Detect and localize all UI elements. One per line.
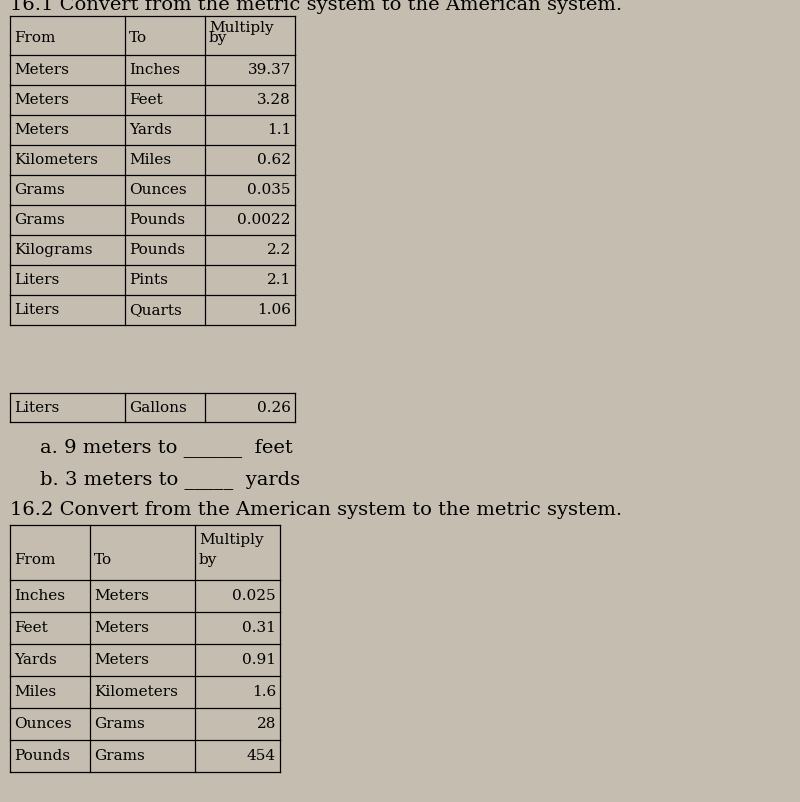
Text: Multiply: Multiply [199,533,264,547]
Text: Liters: Liters [14,303,59,317]
Text: 3.28: 3.28 [258,93,291,107]
Text: Ounces: Ounces [129,183,186,197]
Text: 1.1: 1.1 [266,123,291,137]
Text: Inches: Inches [14,589,65,603]
Text: Pounds: Pounds [129,243,185,257]
Text: Meters: Meters [94,621,149,635]
Text: 2.1: 2.1 [266,273,291,287]
Text: Kilometers: Kilometers [94,685,178,699]
Text: by: by [209,31,227,45]
Text: Kilometers: Kilometers [14,153,98,167]
Text: 28: 28 [257,717,276,731]
Text: b. 3 meters to _____  yards: b. 3 meters to _____ yards [40,471,300,489]
Text: Multiply: Multiply [209,21,274,35]
Text: Yards: Yards [129,123,172,137]
Text: 1.6: 1.6 [252,685,276,699]
Text: Ounces: Ounces [14,717,72,731]
Text: 16.2 Convert from the American system to the metric system.: 16.2 Convert from the American system to… [10,501,622,519]
Text: 39.37: 39.37 [248,63,291,77]
Text: Miles: Miles [14,685,56,699]
Text: Pounds: Pounds [129,213,185,227]
Text: Grams: Grams [94,749,145,763]
Text: 0.025: 0.025 [232,589,276,603]
Text: Gallons: Gallons [129,400,186,415]
Text: 0.0022: 0.0022 [238,213,291,227]
Text: Liters: Liters [14,273,59,287]
Text: Pounds: Pounds [14,749,70,763]
Text: Kilograms: Kilograms [14,243,93,257]
Text: Meters: Meters [94,653,149,667]
Text: 0.62: 0.62 [257,153,291,167]
Text: Meters: Meters [14,63,69,77]
Text: 1.06: 1.06 [257,303,291,317]
Text: Yards: Yards [14,653,57,667]
Text: 0.035: 0.035 [247,183,291,197]
Text: Feet: Feet [129,93,162,107]
Text: 16.1 Convert from the metric system to the American system.: 16.1 Convert from the metric system to t… [10,0,622,14]
Text: by: by [199,553,218,567]
Text: Meters: Meters [14,93,69,107]
Text: 0.26: 0.26 [257,400,291,415]
Text: Liters: Liters [14,400,59,415]
Text: Meters: Meters [94,589,149,603]
Text: Grams: Grams [14,213,65,227]
Text: From: From [14,553,55,567]
Text: Grams: Grams [94,717,145,731]
Text: To: To [94,553,112,567]
Text: 2.2: 2.2 [266,243,291,257]
Text: a. 9 meters to ______  feet: a. 9 meters to ______ feet [40,439,293,457]
Text: Pints: Pints [129,273,168,287]
Text: Quarts: Quarts [129,303,182,317]
Text: From: From [14,31,55,45]
Text: 0.31: 0.31 [242,621,276,635]
Text: 0.91: 0.91 [242,653,276,667]
Text: Miles: Miles [129,153,171,167]
Text: 454: 454 [247,749,276,763]
Text: Meters: Meters [14,123,69,137]
Text: Grams: Grams [14,183,65,197]
Text: Inches: Inches [129,63,180,77]
Text: To: To [129,31,147,45]
Text: Feet: Feet [14,621,48,635]
